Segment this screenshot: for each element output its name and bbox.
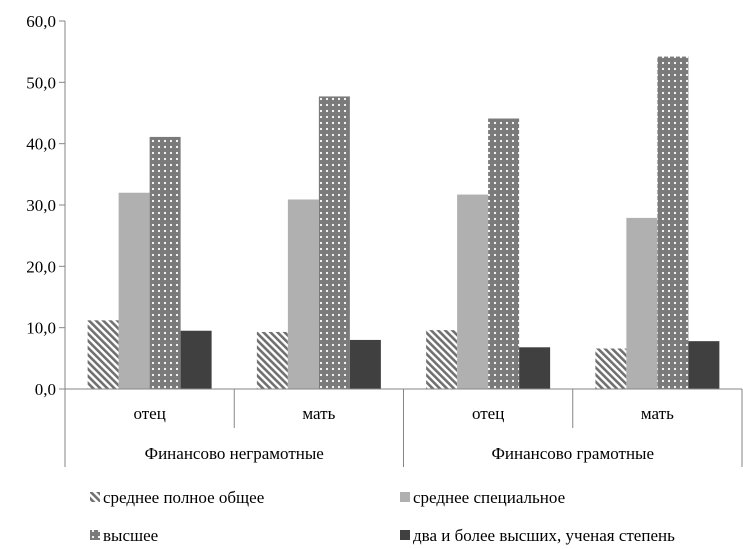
bar: [426, 330, 458, 389]
bar: [180, 330, 212, 389]
bar: [488, 118, 520, 390]
category-label: мать: [302, 404, 335, 423]
bar: [626, 217, 658, 389]
bar: [349, 339, 381, 389]
legend-swatch: [400, 530, 410, 540]
legend-label: среднее специальное: [413, 488, 565, 507]
bar: [87, 320, 119, 389]
legend-label: высшее: [103, 526, 158, 545]
bar: [256, 331, 288, 389]
legend-swatch: [90, 492, 100, 502]
y-tick-label: 20,0: [26, 257, 56, 276]
bar: [318, 96, 350, 389]
x-axis: отец мать отец мать Финансово неграмотные Фин…: [64, 388, 743, 467]
group-label: Финансово неграмотные: [145, 444, 324, 463]
category-label: отец: [472, 404, 504, 423]
bar: [595, 348, 627, 389]
category-label: отец: [133, 404, 165, 423]
legend-swatch: [90, 530, 100, 540]
legend-label: два и более высших, ученая степень: [413, 526, 675, 545]
bar: [287, 199, 319, 389]
legend-swatch: [400, 492, 410, 502]
bar: [457, 194, 489, 389]
category-label: мать: [641, 404, 674, 423]
y-tick-label: 60,0: [26, 12, 56, 31]
bar: [657, 56, 689, 389]
y-tick-label: 40,0: [26, 135, 56, 154]
legend: среднее полное общее среднее специальное в…: [90, 488, 675, 545]
legend-label: среднее полное общее: [103, 488, 264, 507]
y-tick-label: 50,0: [26, 73, 56, 92]
bar: [688, 341, 720, 389]
y-tick-label: 30,0: [26, 196, 56, 215]
bar: [519, 347, 551, 389]
bar: [118, 192, 150, 389]
bars: [87, 56, 720, 390]
y-axis: 0,0 10,0 20,0 30,0 40,0 50,0 60,0: [26, 12, 66, 399]
y-tick-label: 10,0: [26, 319, 56, 338]
group-label: Финансово грамотные: [491, 444, 654, 463]
bar: [149, 136, 181, 389]
y-tick-label: 0,0: [35, 380, 56, 399]
